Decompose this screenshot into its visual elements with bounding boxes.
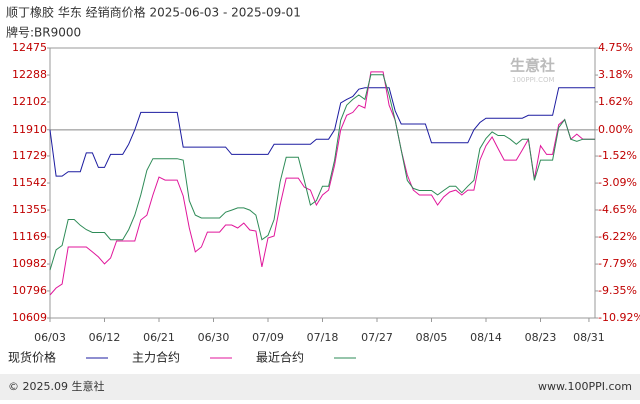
x-tick-label: 08/31: [573, 331, 605, 344]
x-tick-label: 06/21: [143, 331, 175, 344]
y-tick-label: 11910: [12, 123, 47, 136]
y-tick-label: 11729: [12, 149, 47, 162]
x-tick-label: 06/12: [89, 331, 121, 344]
x-tick-label: 08/05: [416, 331, 448, 344]
x-tick-label: 07/09: [252, 331, 284, 344]
y2-tick-label: -7.79%: [598, 257, 637, 270]
y2-tick-label: 4.75%: [598, 41, 633, 54]
legend-label: 最近合约: [256, 350, 304, 365]
y2-tick-label: 3.18%: [598, 68, 633, 81]
watermark-url: 100PPI.COM: [512, 76, 555, 84]
x-tick-label: 07/27: [361, 331, 393, 344]
y2-tick-label: 1.62%: [598, 95, 633, 108]
footer-bar: [0, 374, 640, 400]
x-tick-label: 07/18: [307, 331, 339, 344]
y-tick-label: 12475: [12, 41, 47, 54]
y-tick-label: 12102: [12, 95, 47, 108]
footer-left: © 2025.09 生意社: [8, 379, 104, 393]
y-tick-label: 10796: [12, 284, 47, 297]
footer-right: www.100PPI.com: [538, 380, 632, 393]
chart-subtitle: 牌号:BR9000: [6, 26, 81, 40]
x-tick-label: 08/23: [525, 331, 557, 344]
x-tick-label: 06/30: [198, 331, 230, 344]
x-tick-label: 08/14: [470, 331, 502, 344]
legend-label: 现货价格: [8, 350, 56, 365]
y-tick-label: 10982: [12, 257, 47, 270]
y2-tick-label: -3.09%: [598, 176, 637, 189]
y2-tick-label: -4.65%: [598, 203, 637, 216]
x-tick-label: 06/03: [34, 331, 66, 344]
y2-tick-label: -1.52%: [598, 149, 637, 162]
legend-label: 主力合约: [132, 350, 180, 365]
y2-tick-label: -10.92%: [598, 311, 640, 324]
series-line: [49, 71, 595, 296]
watermark: 生意社: [510, 57, 555, 75]
chart-title: 顺丁橡胶 华东 经销商价格 2025-06-03 - 2025-09-01: [6, 5, 301, 20]
y-tick-label: 12288: [12, 68, 47, 81]
series-line: [49, 74, 595, 271]
y-tick-label: 11542: [12, 176, 47, 189]
y2-tick-label: -9.35%: [598, 284, 637, 297]
y-tick-label: 10609: [12, 311, 47, 324]
y-tick-label: 11169: [12, 230, 47, 243]
y2-tick-label: -6.22%: [598, 230, 637, 243]
series-line: [49, 87, 595, 177]
y-tick-label: 11355: [12, 203, 47, 216]
y2-tick-label: 0.00%: [598, 123, 633, 136]
